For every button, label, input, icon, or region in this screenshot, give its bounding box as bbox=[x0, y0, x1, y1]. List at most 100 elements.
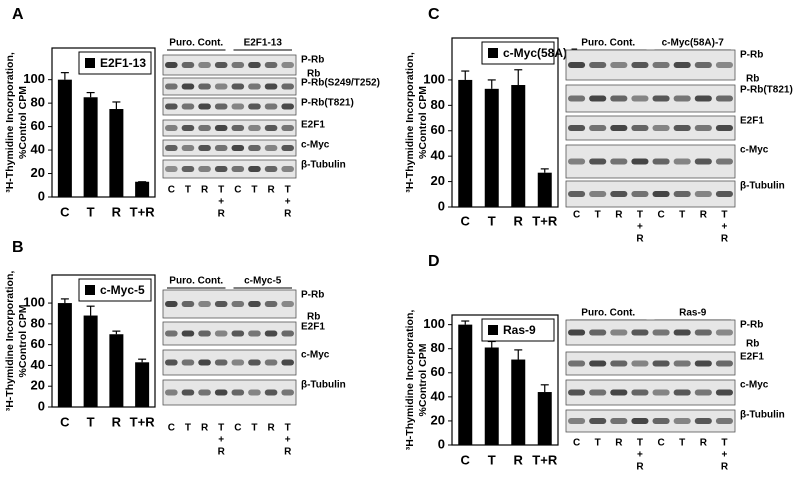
blot-band bbox=[165, 103, 178, 110]
x-tick-label: C bbox=[60, 204, 70, 219]
blot-band bbox=[281, 330, 294, 337]
bar bbox=[109, 109, 124, 197]
band-label: P-Rb(T821) bbox=[301, 98, 354, 109]
blot-band bbox=[694, 360, 712, 367]
blot-band bbox=[631, 95, 649, 102]
blot-band bbox=[264, 389, 278, 396]
lane-label: R bbox=[201, 185, 209, 196]
legend-label: c-Myc-5 bbox=[100, 283, 145, 297]
lane-label: R bbox=[721, 234, 729, 245]
blot-band bbox=[181, 125, 195, 131]
blot-strip bbox=[565, 409, 736, 433]
bar bbox=[484, 88, 499, 207]
blot-band bbox=[198, 62, 211, 68]
legend-swatch bbox=[85, 58, 95, 68]
legend-label: Ras-9 bbox=[503, 323, 536, 337]
blot-band bbox=[231, 301, 245, 307]
blot-band bbox=[165, 330, 178, 337]
blot-band bbox=[610, 360, 628, 367]
blot-band bbox=[589, 191, 607, 197]
group-label: Puro. Cont. bbox=[169, 276, 223, 287]
lane-label: R bbox=[700, 438, 708, 449]
blot-band bbox=[181, 359, 195, 366]
lane-label: T bbox=[721, 210, 727, 221]
y-tick-label: 20 bbox=[431, 173, 445, 188]
blot-band bbox=[198, 166, 211, 172]
blot-band bbox=[568, 389, 586, 396]
band-label: E2F1 bbox=[740, 352, 764, 363]
blot-band bbox=[165, 83, 178, 90]
blot-band bbox=[198, 103, 211, 110]
lane-label: R bbox=[284, 209, 292, 220]
lane-label: + bbox=[218, 197, 224, 208]
blot-band bbox=[248, 125, 261, 131]
y-tick-label: 60 bbox=[31, 336, 45, 351]
blot-band bbox=[610, 158, 628, 165]
panel-label: B bbox=[12, 239, 24, 256]
error-bar bbox=[487, 79, 496, 89]
blot-band bbox=[214, 125, 228, 131]
x-tick-label: R bbox=[514, 213, 524, 228]
y-axis-label: ³H-Thymidine Incorporation, bbox=[404, 52, 416, 193]
blot-band bbox=[673, 158, 691, 165]
blot-band bbox=[631, 125, 649, 131]
panel-label: D bbox=[428, 253, 440, 270]
plot-frame bbox=[51, 47, 156, 198]
bar bbox=[135, 362, 150, 407]
blot-band bbox=[181, 330, 195, 337]
error-bar bbox=[112, 101, 121, 110]
bar bbox=[484, 347, 499, 445]
lane-label: T bbox=[595, 438, 601, 449]
legend-swatch bbox=[85, 285, 95, 295]
y-tick-label: 0 bbox=[38, 188, 45, 203]
y-tick-label: 60 bbox=[431, 122, 445, 137]
band-label: E2F1 bbox=[301, 120, 325, 131]
y-tick-label: 60 bbox=[431, 364, 445, 379]
error-bar bbox=[86, 305, 95, 316]
blot-band bbox=[715, 95, 733, 102]
blot-band bbox=[610, 125, 628, 131]
blot-strip bbox=[162, 119, 297, 137]
y-tick-label: 80 bbox=[31, 95, 45, 110]
bar bbox=[135, 181, 150, 197]
blot-band bbox=[631, 191, 649, 197]
blot-band bbox=[231, 166, 245, 172]
blot-band bbox=[264, 83, 278, 90]
blot-band bbox=[631, 360, 649, 367]
band-label: P-Rb bbox=[740, 50, 763, 61]
blot-band bbox=[214, 330, 228, 337]
blot-band bbox=[715, 418, 733, 424]
lane-label: R bbox=[615, 438, 623, 449]
panel-label: A bbox=[12, 6, 24, 23]
lane-label: C bbox=[573, 210, 580, 221]
blot-band bbox=[181, 62, 195, 68]
band-label: β-Tubulin bbox=[301, 160, 346, 171]
x-tick-label: T bbox=[488, 452, 496, 467]
bar bbox=[109, 334, 124, 407]
x-tick-label: T+R bbox=[532, 452, 558, 467]
group-label: Puro. Cont. bbox=[169, 38, 223, 49]
band-label: P-Rb bbox=[740, 320, 763, 331]
blot-band bbox=[694, 191, 712, 197]
legend-box bbox=[78, 51, 152, 75]
lane-label: R bbox=[700, 210, 708, 221]
error-bar bbox=[112, 330, 121, 335]
blot-band bbox=[673, 329, 691, 336]
error-bar bbox=[138, 358, 147, 363]
lane-label: T bbox=[679, 210, 685, 221]
x-tick-label: R bbox=[112, 414, 122, 429]
blot-band bbox=[652, 418, 670, 424]
blot-band bbox=[631, 418, 649, 424]
legend-label: c-Myc(58A)-7 bbox=[503, 46, 578, 60]
band-label: P-Rb bbox=[301, 55, 324, 66]
band-label: Rb bbox=[307, 69, 320, 80]
blot-band bbox=[568, 360, 586, 367]
blot-band bbox=[231, 145, 245, 151]
lane-label: R bbox=[201, 423, 209, 434]
blot-band bbox=[198, 359, 211, 366]
legend-box bbox=[481, 318, 555, 342]
lane-label: + bbox=[218, 435, 224, 446]
y-tick-label: 80 bbox=[31, 315, 45, 330]
band-label: Rb bbox=[307, 312, 320, 323]
band-label: c-Myc bbox=[301, 350, 330, 361]
